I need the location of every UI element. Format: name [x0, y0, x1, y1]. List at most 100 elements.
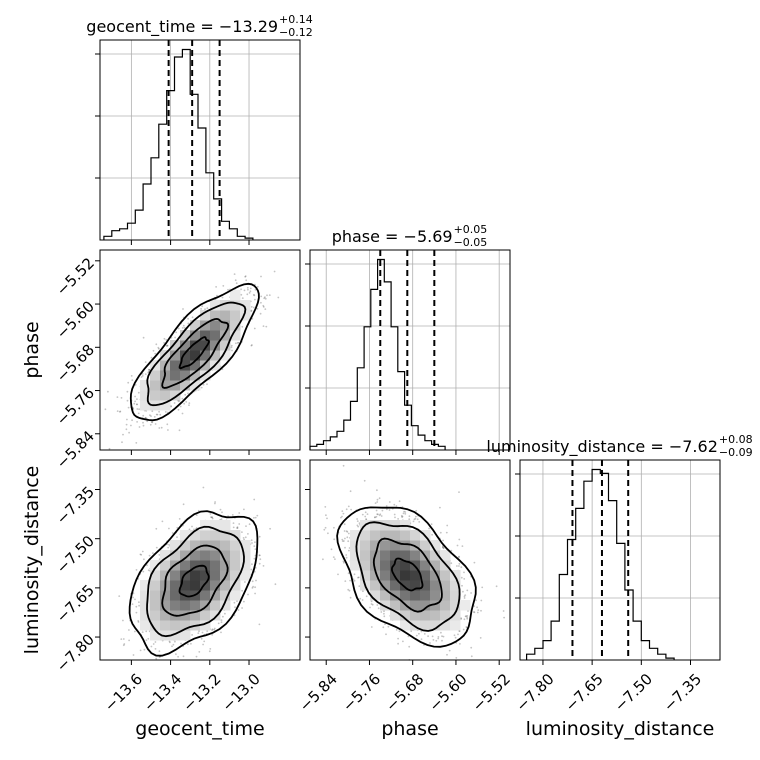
scatter-point [227, 288, 229, 291]
scatter-point [371, 603, 374, 606]
scatter-point [141, 375, 144, 377]
scatter-point [168, 527, 170, 530]
scatter-point [456, 544, 459, 547]
scatter-point [345, 554, 348, 556]
scatter-point [241, 531, 243, 533]
density-cell [230, 310, 241, 321]
scatter-point [154, 423, 157, 425]
scatter-point [269, 527, 271, 530]
scatter-point [361, 599, 364, 601]
density-cell [240, 560, 251, 571]
density-cell [420, 540, 431, 551]
scatter-point [343, 540, 345, 542]
scatter-point [180, 642, 182, 645]
scatter-point [156, 413, 159, 416]
scatter-point [181, 397, 184, 400]
scatter-point [147, 637, 150, 640]
scatter-point [370, 603, 373, 605]
density-cell [150, 630, 161, 641]
scatter-point [220, 619, 223, 621]
scatter-point [470, 646, 473, 649]
scatter-point [249, 290, 252, 293]
scatter-point [151, 421, 154, 424]
scatter-point [165, 345, 168, 347]
scatter-point [182, 308, 184, 310]
scatter-point [151, 410, 154, 413]
scatter-point [211, 628, 214, 631]
scatter-point [152, 643, 155, 645]
scatter-point [260, 295, 263, 298]
scatter-point [446, 653, 448, 656]
scatter-point [375, 509, 378, 512]
y-tick-label: −5.76 [53, 384, 98, 429]
scatter-point [277, 296, 280, 299]
scatter-point [410, 630, 413, 633]
density-cell [150, 390, 161, 401]
scatter-point [428, 527, 430, 530]
scatter-point [172, 643, 175, 646]
scatter-point [243, 508, 245, 511]
scatter-point [202, 383, 205, 386]
scatter-point [356, 518, 358, 520]
scatter-point [125, 428, 128, 431]
scatter-point [166, 344, 169, 347]
density-cell [190, 610, 201, 621]
density-cell [210, 300, 221, 311]
scatter-point [462, 590, 464, 593]
scatter-point [356, 524, 359, 527]
scatter-point [456, 565, 458, 567]
scatter-point [437, 637, 440, 640]
density-cell [430, 620, 441, 631]
density-cell [440, 580, 451, 591]
density-cell [380, 550, 391, 561]
density-cell [190, 320, 201, 331]
scatter-point [374, 502, 377, 504]
scatter-point [400, 514, 403, 517]
scatter-point [138, 426, 141, 428]
scatter-point [177, 655, 179, 658]
scatter-point [144, 416, 147, 419]
density-cell [390, 540, 401, 551]
scatter-point [152, 349, 155, 352]
scatter-point [175, 331, 178, 334]
scatter-point [358, 522, 361, 524]
density-cell [230, 550, 241, 561]
scatter-point [414, 517, 417, 520]
density-cell [200, 370, 211, 381]
scatter-point [476, 606, 478, 609]
density-cell [220, 520, 231, 531]
scatter-point [119, 410, 122, 413]
scatter-point [238, 523, 241, 525]
scatter-point [253, 557, 256, 560]
density-cell [180, 560, 191, 571]
scatter-point [461, 584, 463, 587]
x-tick-label: −13.4 [140, 670, 185, 715]
scatter-point [262, 325, 265, 327]
scatter-point [394, 516, 396, 519]
scatter-point [454, 636, 457, 639]
scatter-point [348, 589, 351, 592]
scatter-point [363, 479, 366, 482]
density-cell [410, 600, 421, 611]
scatter-point [258, 623, 261, 626]
scatter-point [174, 640, 176, 643]
scatter-point [251, 580, 254, 583]
density-cell [370, 580, 381, 591]
density-cell [460, 600, 471, 611]
scatter-point [163, 337, 166, 340]
scatter-point [398, 500, 401, 503]
scatter-point [191, 525, 193, 528]
scatter-point [341, 510, 344, 512]
scatter-point [480, 599, 483, 602]
histogram-geocent_time [103, 48, 254, 240]
scatter-point [200, 637, 203, 640]
density-cell [190, 340, 201, 351]
density-cell [190, 350, 201, 361]
scatter-point [383, 612, 385, 615]
scatter-point [402, 640, 404, 643]
scatter-point [170, 405, 172, 407]
scatter-point [236, 527, 239, 529]
scatter-point [380, 611, 383, 613]
scatter-point [374, 516, 376, 519]
scatter-point [104, 408, 107, 411]
